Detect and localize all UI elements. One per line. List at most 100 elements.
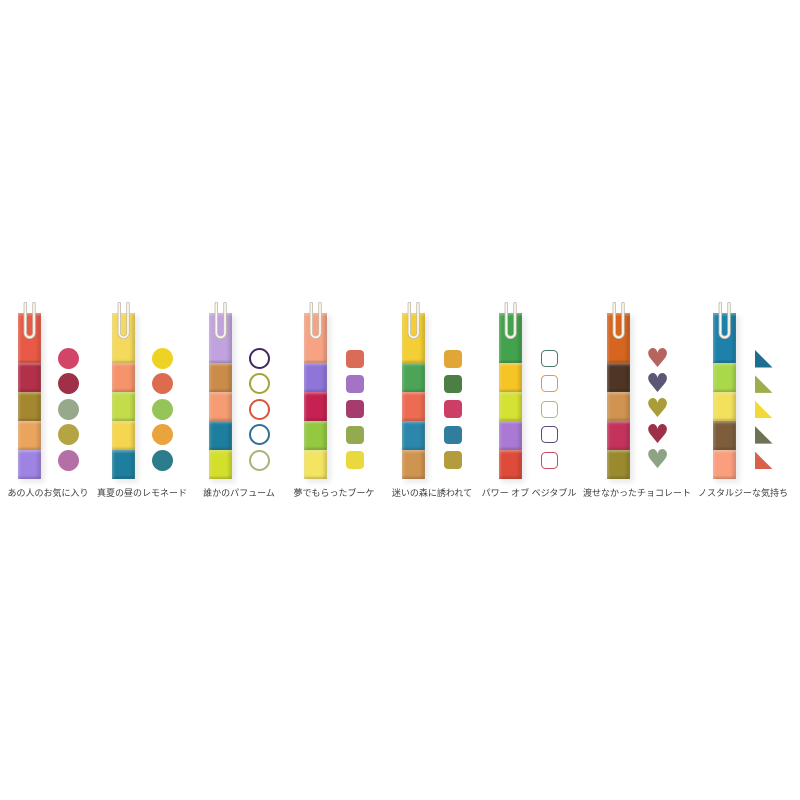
color-swatch-triangle — [754, 451, 773, 470]
palette-column: あの人のお気に入り — [0, 298, 103, 513]
palette-column: ノスタルジーな気持ち — [688, 298, 798, 513]
stack-block — [18, 450, 41, 479]
swatch-cell — [249, 398, 270, 420]
color-swatch-ring — [249, 449, 270, 471]
product-name-label: 誰かのパフューム — [203, 488, 275, 498]
swatch-cell — [442, 373, 463, 394]
stack-block — [112, 421, 135, 450]
swatch-cell — [344, 450, 365, 471]
color-swatch-circle — [152, 373, 173, 395]
pen-clip-icon — [23, 302, 36, 340]
color-swatch-triangle — [754, 400, 773, 419]
color-swatch-square — [345, 349, 364, 368]
swatch-cell — [539, 450, 560, 471]
color-swatch-square — [443, 451, 462, 470]
color-swatch-ring — [249, 373, 270, 395]
swatch-cell — [539, 373, 560, 394]
color-swatch-heart: ♥ — [645, 394, 670, 425]
swatch-cell — [152, 424, 173, 446]
swatch-column — [152, 348, 174, 475]
stack-block — [112, 392, 135, 421]
swatch-cell — [152, 398, 173, 420]
stack-block — [402, 421, 425, 450]
color-swatch-circle — [152, 424, 173, 446]
product-name-label: 迷いの森に誘われて — [391, 488, 473, 498]
stack-block — [499, 421, 522, 450]
pen-clip-icon — [309, 302, 322, 340]
stack-block — [209, 450, 232, 479]
color-swatch-circle — [58, 398, 79, 420]
stack-block — [402, 363, 425, 392]
stacked-pen — [112, 313, 135, 479]
stack-block — [304, 363, 327, 392]
stack-block — [209, 421, 232, 450]
palette-column: 夢でもらったブーケ — [279, 298, 389, 513]
stack-block — [607, 392, 630, 421]
swatch-cell — [442, 424, 463, 445]
stack-block — [18, 363, 41, 392]
swatch-cell — [442, 348, 463, 369]
swatch-cell — [753, 348, 774, 369]
swatch-cell — [152, 373, 173, 395]
swatch-column — [539, 348, 561, 475]
stack-block — [18, 421, 41, 450]
pen-clip-icon — [504, 302, 517, 340]
color-swatch-triangle — [754, 349, 773, 368]
product-name-label: 渡せなかったチョコレート — [582, 488, 692, 498]
swatch-column — [442, 348, 464, 475]
color-swatch-circle — [152, 449, 173, 471]
color-swatch-circle — [152, 398, 173, 420]
color-swatch-square — [443, 349, 462, 368]
color-swatch-square-outline — [541, 451, 558, 469]
stack-block — [607, 421, 630, 450]
stack-block — [402, 392, 425, 421]
color-swatch-square — [345, 400, 364, 419]
product-name-label: あの人のお気に入り — [7, 488, 89, 498]
stack-block — [112, 450, 135, 479]
swatch-cell — [753, 373, 774, 394]
stack-block — [713, 392, 736, 421]
swatch-cell — [442, 399, 463, 420]
pen-clip-icon — [718, 302, 731, 340]
swatch-cell — [539, 399, 560, 420]
color-swatch-square — [443, 400, 462, 419]
color-swatch-ring — [249, 348, 270, 369]
swatch-cell — [539, 424, 560, 445]
swatch-cell — [753, 424, 774, 445]
swatch-cell — [58, 348, 79, 369]
color-swatch-square — [443, 374, 462, 393]
swatch-cell — [344, 424, 365, 445]
swatch-cell — [539, 348, 560, 369]
color-swatch-square-outline — [541, 350, 558, 367]
swatch-column — [344, 348, 366, 475]
swatch-cell — [152, 449, 173, 471]
swatch-cell — [753, 450, 774, 471]
color-swatch-circle — [58, 348, 79, 369]
color-swatch-heart: ♥ — [645, 343, 670, 374]
swatch-cell — [344, 373, 365, 394]
palette-column: パワー オブ ベジタブル — [474, 298, 584, 513]
swatch-cell: ♥ — [645, 445, 670, 476]
product-name-label: パワー オブ ベジタブル — [481, 488, 577, 498]
swatch-cell — [753, 399, 774, 420]
swatch-cell — [58, 449, 79, 471]
color-swatch-ring — [249, 398, 270, 420]
swatch-column: ♥ ♥ ♥ ♥ ♥ — [645, 343, 670, 476]
product-name-label: ノスタルジーな気持ち — [697, 488, 789, 498]
color-swatch-heart: ♥ — [645, 368, 670, 399]
color-swatch-circle — [58, 424, 79, 446]
swatch-column — [249, 348, 271, 475]
stack-block — [499, 392, 522, 421]
color-swatch-circle — [58, 449, 79, 471]
stack-block — [112, 363, 135, 392]
product-name-label: 真夏の昼のレモネード — [96, 488, 188, 498]
swatch-cell — [58, 398, 79, 420]
stack-block — [607, 363, 630, 392]
swatch-cell: ♥ — [646, 422, 669, 448]
swatch-column — [58, 348, 80, 475]
swatch-cell: ♥ — [645, 394, 670, 425]
color-swatch-heart: ♥ — [645, 445, 670, 476]
color-swatch-square — [345, 451, 364, 470]
stack-block — [209, 392, 232, 421]
